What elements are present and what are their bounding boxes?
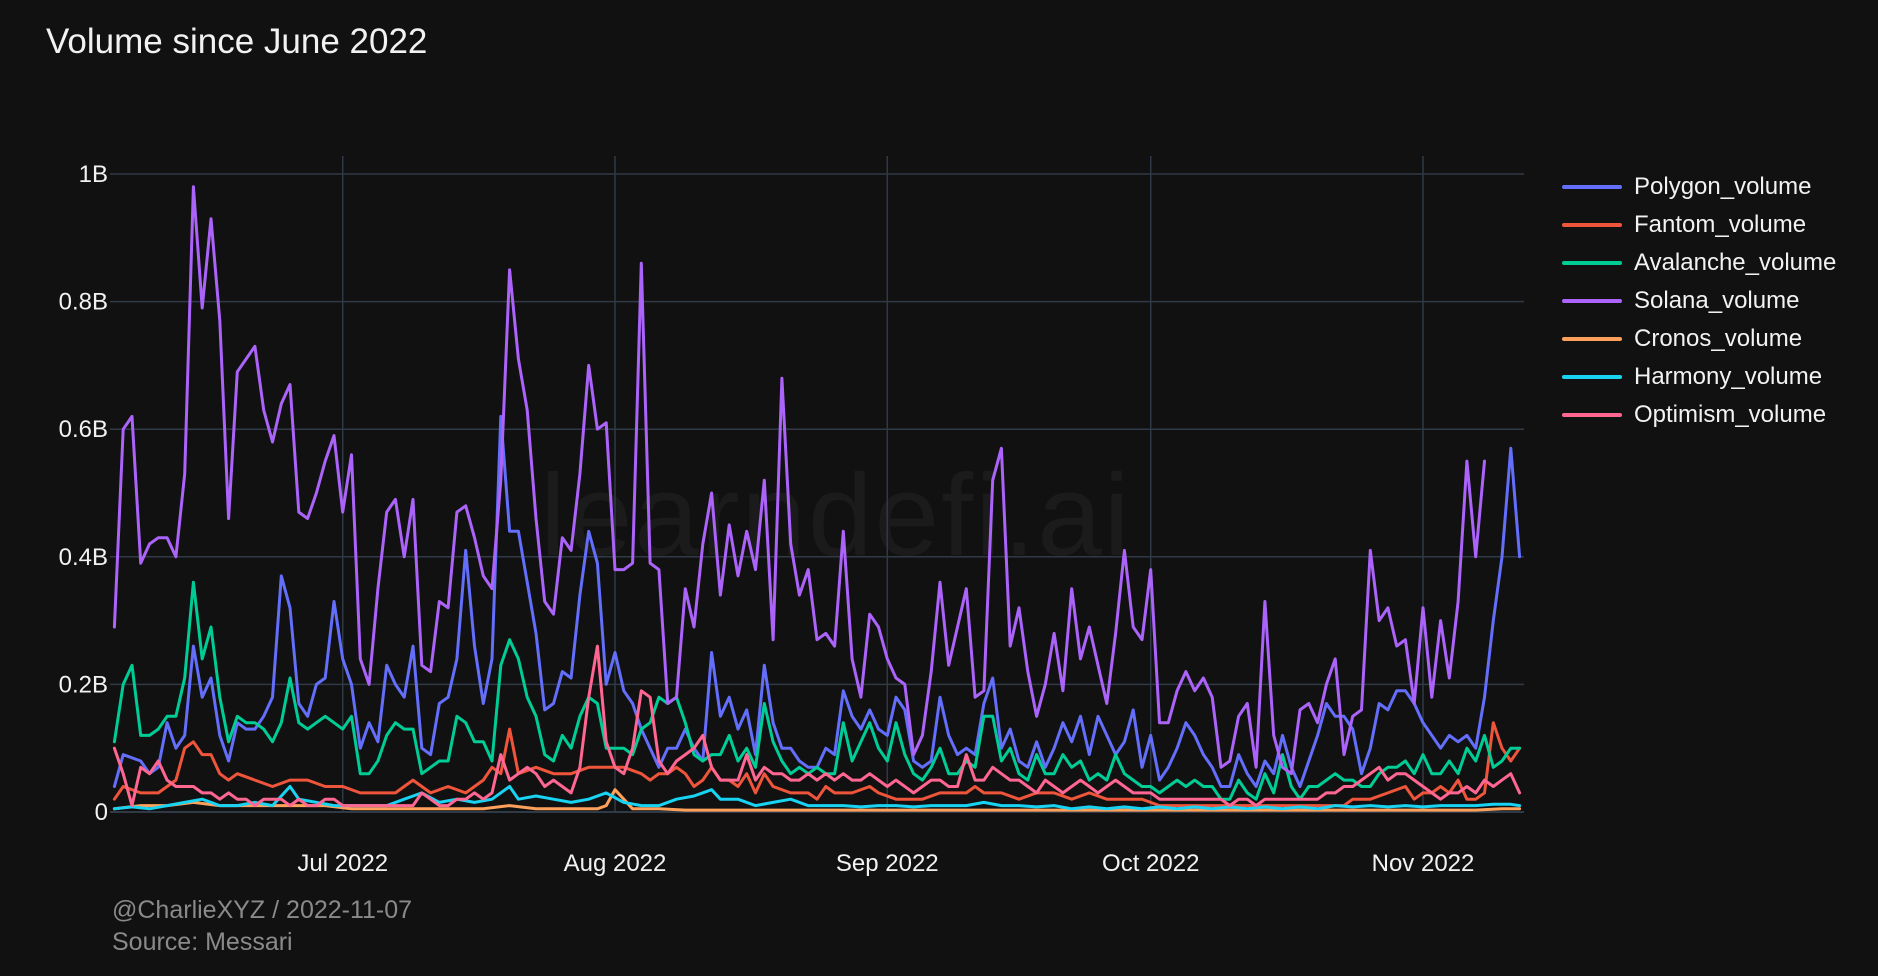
legend-item-fantom-volume[interactable]: Fantom_volume <box>1562 206 1836 244</box>
legend-label: Cronos_volume <box>1634 325 1803 352</box>
legend-swatch <box>1562 261 1622 265</box>
y-gridlines <box>110 173 1524 813</box>
legend-swatch <box>1562 223 1622 227</box>
footer-credit: @CharlieXYZ / 2022-11-07 <box>112 896 413 924</box>
x-tick-label: Oct 2022 <box>1102 850 1199 877</box>
x-tick-label: Aug 2022 <box>564 850 667 877</box>
y-tick-label: 0 <box>95 799 108 826</box>
x-tick-label: Jul 2022 <box>297 850 388 877</box>
x-gridlines <box>341 156 1424 812</box>
legend-swatch <box>1562 413 1622 417</box>
legend[interactable]: Polygon_volume Fantom_volume Avalanche_vol… <box>1562 168 1836 434</box>
legend-item-avalanche-volume[interactable]: Avalanche_volume <box>1562 244 1836 282</box>
legend-label: Fantom_volume <box>1634 211 1807 238</box>
x-axis-tick-labels: Jul 2022 Aug 2022 Sep 2022 Oct 2022 Nov 2022 <box>297 850 1474 877</box>
y-tick-label: 0.6B <box>59 416 108 443</box>
x-tick-label: Nov 2022 <box>1372 850 1475 877</box>
legend-label: Harmony_volume <box>1634 363 1823 390</box>
series-line-polygon-volume <box>112 414 1522 788</box>
legend-swatch <box>1562 337 1622 341</box>
legend-label: Avalanche_volume <box>1634 249 1837 276</box>
legend-label: Polygon_volume <box>1634 173 1812 200</box>
y-axis-tick-labels: 0 0.2B 0.4B 0.6B 0.8B 1B <box>59 161 108 826</box>
x-tick-label: Sep 2022 <box>836 850 939 877</box>
legend-item-cronos-volume[interactable]: Cronos_volume <box>1562 320 1836 358</box>
legend-item-optimism-volume[interactable]: Optimism_volume <box>1562 396 1836 434</box>
y-tick-label: 0.4B <box>59 544 108 571</box>
y-tick-label: 1B <box>79 161 108 188</box>
series-line-solana-volume <box>112 185 1486 776</box>
legend-item-harmony-volume[interactable]: Harmony_volume <box>1562 358 1836 396</box>
legend-swatch <box>1562 375 1622 379</box>
series-line-optimism-volume <box>112 644 1522 808</box>
legend-item-polygon-volume[interactable]: Polygon_volume <box>1562 168 1836 206</box>
footer-source: Source: Messari <box>112 928 293 956</box>
series-lines <box>112 185 1522 812</box>
y-tick-label: 0.8B <box>59 289 108 316</box>
chart-title: Volume since June 2022 <box>46 22 428 61</box>
legend-swatch <box>1562 299 1622 303</box>
legend-item-solana-volume[interactable]: Solana_volume <box>1562 282 1836 320</box>
series-line-cronos-volume <box>112 788 1522 812</box>
series-line-avalanche-volume <box>112 580 1522 801</box>
legend-swatch <box>1562 185 1622 189</box>
legend-label: Optimism_volume <box>1634 401 1827 428</box>
legend-label: Solana_volume <box>1634 287 1800 314</box>
y-tick-label: 0.2B <box>59 671 108 698</box>
watermark: learndefi.ai <box>540 450 1132 580</box>
